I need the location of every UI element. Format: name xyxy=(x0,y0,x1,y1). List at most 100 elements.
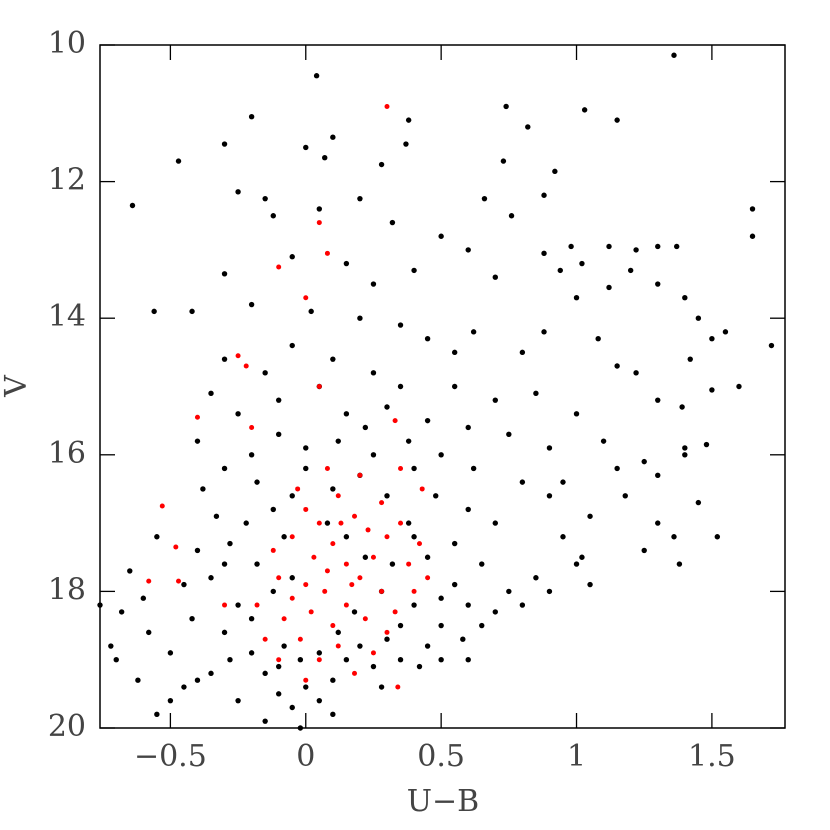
point xyxy=(438,233,444,239)
point xyxy=(297,636,303,642)
point xyxy=(722,329,729,335)
y-tick-label: 20 xyxy=(48,709,86,744)
point xyxy=(113,657,119,663)
point xyxy=(352,670,358,676)
point xyxy=(451,349,458,356)
point xyxy=(492,274,498,280)
point xyxy=(276,657,282,663)
point xyxy=(357,643,363,649)
point xyxy=(533,390,539,397)
point xyxy=(194,414,200,420)
point xyxy=(316,520,322,526)
point xyxy=(671,534,677,540)
point xyxy=(303,684,309,690)
point xyxy=(275,397,282,403)
point xyxy=(357,472,363,478)
point xyxy=(275,431,282,438)
point xyxy=(154,534,160,540)
point xyxy=(295,486,301,492)
point xyxy=(270,547,276,553)
point xyxy=(406,561,412,567)
point xyxy=(221,561,228,567)
point xyxy=(262,636,268,642)
point xyxy=(189,308,195,315)
point xyxy=(600,438,607,444)
point xyxy=(289,342,295,349)
point xyxy=(397,383,404,390)
point xyxy=(579,554,585,560)
point xyxy=(433,493,439,499)
point xyxy=(357,315,363,321)
point xyxy=(194,677,201,683)
point xyxy=(397,657,404,663)
point xyxy=(335,643,341,649)
point xyxy=(479,561,485,567)
point xyxy=(248,114,255,120)
point xyxy=(276,575,282,581)
point xyxy=(270,506,276,513)
y-tick-label: 14 xyxy=(48,299,86,334)
point xyxy=(221,465,228,472)
point xyxy=(506,588,512,595)
point xyxy=(262,718,268,724)
point xyxy=(303,295,309,301)
x-tick-label: 0 xyxy=(296,739,315,774)
point xyxy=(303,465,309,472)
point xyxy=(508,213,515,219)
point xyxy=(270,213,276,219)
point xyxy=(189,616,195,622)
point xyxy=(465,247,471,253)
point xyxy=(127,568,133,574)
point xyxy=(362,616,368,622)
point xyxy=(262,370,268,376)
point xyxy=(492,397,498,403)
point xyxy=(167,650,174,656)
point xyxy=(492,520,498,526)
y-tick-label: 18 xyxy=(48,572,86,607)
point xyxy=(351,609,358,615)
point xyxy=(175,158,182,164)
point xyxy=(384,493,390,499)
point xyxy=(281,643,287,649)
point xyxy=(208,575,214,581)
point xyxy=(370,663,377,670)
point xyxy=(154,711,160,718)
point xyxy=(451,581,458,588)
point xyxy=(316,206,323,212)
point xyxy=(384,629,390,635)
point xyxy=(243,363,249,369)
point xyxy=(235,411,241,417)
point xyxy=(316,657,322,663)
point xyxy=(270,588,276,595)
point xyxy=(768,342,775,349)
point xyxy=(308,308,314,315)
point xyxy=(465,424,471,431)
point xyxy=(411,588,417,594)
point xyxy=(159,503,165,509)
point xyxy=(676,561,683,567)
point xyxy=(479,622,485,629)
point xyxy=(324,250,330,256)
point xyxy=(405,438,412,444)
point xyxy=(208,390,214,397)
point xyxy=(378,684,385,690)
point xyxy=(352,513,358,519)
point xyxy=(573,411,580,417)
point xyxy=(438,622,444,629)
point xyxy=(679,404,685,410)
point xyxy=(525,124,531,130)
point xyxy=(335,493,341,499)
point xyxy=(221,356,228,362)
point xyxy=(557,267,563,274)
point xyxy=(403,141,409,147)
point xyxy=(167,697,174,704)
point xyxy=(311,554,317,560)
point xyxy=(560,479,566,485)
point xyxy=(335,438,341,444)
point xyxy=(682,452,688,458)
point xyxy=(313,73,320,79)
point xyxy=(108,643,114,649)
point xyxy=(275,663,282,670)
point xyxy=(424,643,431,649)
